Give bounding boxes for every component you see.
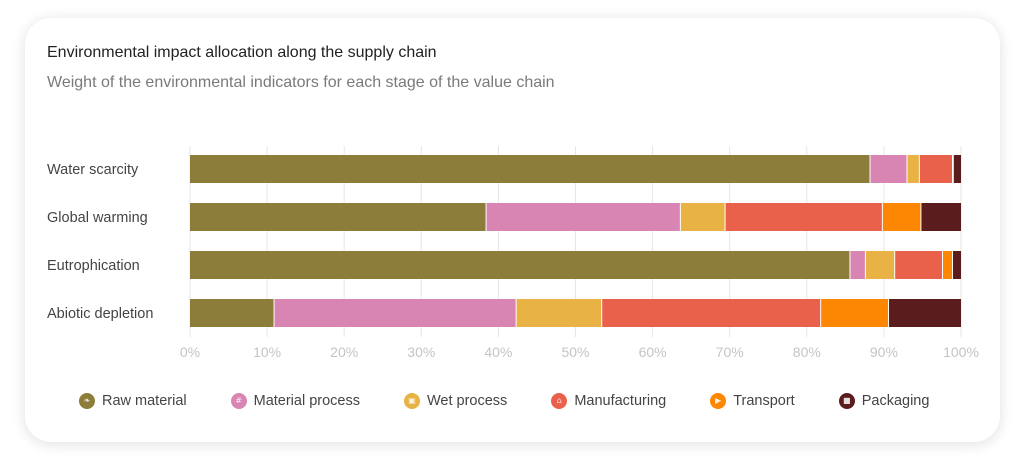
bar-segment-raw-material <box>190 299 275 327</box>
x-tick-label: 0% <box>180 344 200 360</box>
square-icon: ▣ <box>403 393 420 409</box>
legend-label: Transport <box>733 393 795 409</box>
chart-legend: ❧ Raw material # Material process ▣ Wet proce… <box>79 393 929 409</box>
box-icon: ■ <box>838 393 855 409</box>
bar-segment-packaging <box>953 155 961 183</box>
legend-item-manufacturing[interactable]: ⌂ Manufacturing <box>551 393 666 409</box>
bar-segment-material-process <box>274 299 517 327</box>
chart-title: Environmental impact allocation along th… <box>47 44 437 61</box>
bar-segment-material-process <box>870 155 908 183</box>
bar-segment-packaging <box>920 203 961 231</box>
x-tick-label: 50% <box>561 344 589 360</box>
legend-item-raw-material[interactable]: ❧ Raw material <box>79 393 187 409</box>
category-label: Eutrophication <box>47 258 140 274</box>
legend-label: Wet process <box>426 393 508 409</box>
bar-segment-wet-process <box>865 251 895 279</box>
legend-item-transport[interactable]: ▶ Transport <box>710 393 795 409</box>
legend-label: Packaging <box>861 393 930 409</box>
x-tick-label: 10% <box>253 344 281 360</box>
bar-segment-wet-process <box>680 203 726 231</box>
legend-item-material-process[interactable]: # Material process <box>230 393 360 409</box>
bar-segment-packaging <box>888 299 961 327</box>
grid-icon: # <box>230 393 247 409</box>
category-label: Global warming <box>47 210 148 226</box>
x-tick-label: 90% <box>870 344 898 360</box>
bar-segment-manufacturing <box>919 155 953 183</box>
category-label: Abiotic depletion <box>47 306 153 322</box>
legend-label: Raw material <box>102 393 187 409</box>
legend-label: Material process <box>253 393 360 409</box>
bar-segment-raw-material <box>190 203 487 231</box>
bar-segment-packaging <box>952 251 961 279</box>
bar-segment-material-process <box>486 203 681 231</box>
x-tick-label: 100% <box>943 344 979 360</box>
legend-item-packaging[interactable]: ■ Packaging <box>838 393 930 409</box>
bar-segment-wet-process <box>907 155 920 183</box>
chart-subtitle: Weight of the environmental indicators f… <box>47 74 555 91</box>
factory-icon: ⌂ <box>551 393 568 409</box>
bar-segment-raw-material <box>190 155 871 183</box>
x-tick-label: 60% <box>639 344 667 360</box>
bar-segment-raw-material <box>190 251 850 279</box>
bar-segment-transport <box>882 203 921 231</box>
legend-label: Manufacturing <box>574 393 667 409</box>
x-tick-label: 20% <box>330 344 358 360</box>
x-tick-label: 40% <box>484 344 512 360</box>
legend-item-wet-process[interactable]: ▣ Wet process <box>403 393 508 409</box>
truck-icon: ▶ <box>710 393 727 409</box>
bar-segment-wet-process <box>516 299 602 327</box>
category-label: Water scarcity <box>47 162 139 178</box>
x-tick-label: 30% <box>407 344 435 360</box>
x-tick-label: 70% <box>716 344 744 360</box>
bar-segment-manufacturing <box>894 251 943 279</box>
x-tick-label: 80% <box>793 344 821 360</box>
bar-segment-manufacturing <box>601 299 821 327</box>
bar-segment-transport <box>820 299 889 327</box>
bar-segment-material-process <box>849 251 866 279</box>
bar-segment-manufacturing <box>725 203 883 231</box>
bar-segment-transport <box>942 251 953 279</box>
leaf-icon: ❧ <box>79 393 95 409</box>
